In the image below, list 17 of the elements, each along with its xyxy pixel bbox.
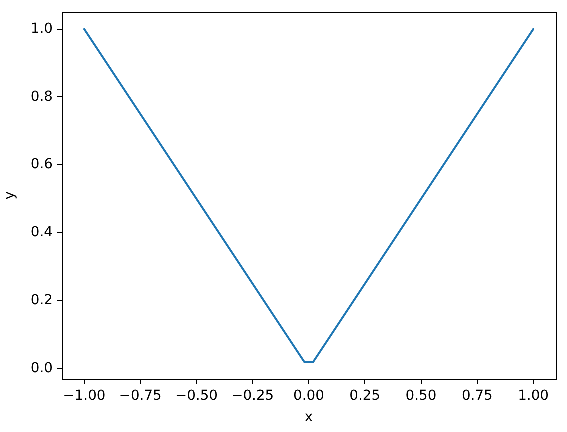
y-axis-title: y (2, 192, 18, 200)
x-tick-label: 0.25 (350, 388, 381, 404)
x-tick-label: −0.50 (175, 388, 218, 404)
x-tick-label: 1.00 (518, 388, 550, 404)
x-tick-label: −1.00 (63, 388, 106, 404)
y-tick-label: 0.6 (30, 156, 53, 173)
x-tick-label: −0.25 (232, 388, 274, 404)
y-tick-label: 0.8 (30, 88, 53, 105)
x-tick-label: 0.00 (294, 388, 324, 404)
y-tick-label: 1.0 (30, 20, 53, 37)
x-tick-label: −0.75 (119, 388, 162, 404)
y-tick-label: 0.0 (30, 360, 53, 376)
x-axis-title: x (304, 409, 314, 426)
x-tick-label: 0.75 (462, 388, 493, 404)
y-tick-label: 0.2 (30, 292, 53, 309)
y-tick-label: 0.4 (30, 224, 54, 241)
x-tick-label: 0.50 (406, 388, 437, 404)
